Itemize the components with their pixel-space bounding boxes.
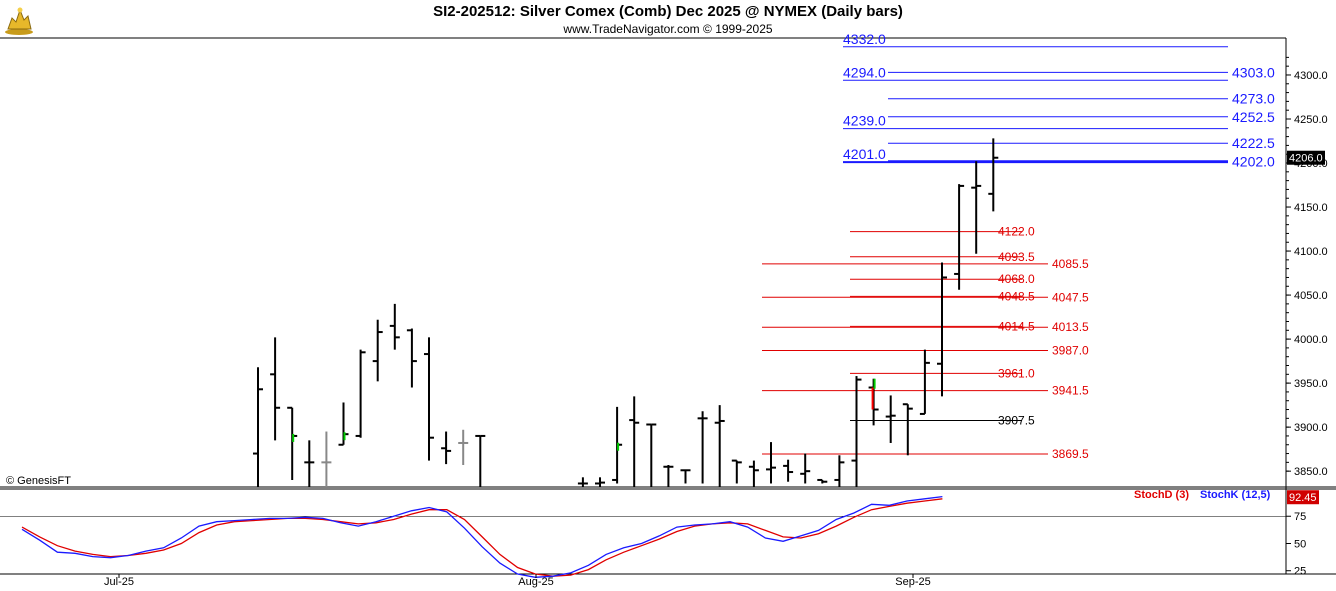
price-tick-label: 4250.0 — [1294, 114, 1328, 126]
stoch-k-line — [21, 495, 943, 578]
stoch-tick-label: 25 — [1294, 566, 1306, 578]
last-price-label: 4206.0 — [1289, 153, 1323, 165]
price-levels: 4332.0 4303.0 4294.0 4273.0 4252.5 4239.0 4222… — [762, 31, 1275, 461]
price-bars — [253, 138, 999, 487]
stochastic-panel: 25 50 75 StochD (3) StochK (12,5) 92.45 — [0, 489, 1319, 578]
stoch-d-line — [21, 498, 943, 577]
level-label: 4013.5 — [1052, 320, 1089, 334]
date-axis: Jul-25 Aug-25 Sep-25 — [104, 574, 931, 588]
level-label: 4273.0 — [1232, 91, 1275, 107]
level-label: 4014.5 — [998, 319, 1035, 333]
price-tick-label: 3850.0 — [1294, 466, 1328, 478]
price-tick-label: 4050.0 — [1294, 290, 1328, 302]
golden-bull-icon — [2, 2, 36, 36]
level-label: 4294.0 — [843, 64, 886, 80]
level-label: 4085.5 — [1052, 257, 1089, 271]
price-tick-label: 4300.0 — [1294, 70, 1328, 82]
level-label: 4047.5 — [1052, 290, 1089, 304]
level-label: 4222.5 — [1232, 135, 1275, 151]
price-tick-label: 3900.0 — [1294, 422, 1328, 434]
chart-subtitle: www.TradeNavigator.com © 1999-2025 — [563, 22, 773, 36]
level-label: 3869.5 — [1052, 447, 1089, 461]
price-tick-label: 4100.0 — [1294, 246, 1328, 258]
stoch-last-label: 92.45 — [1289, 492, 1317, 504]
level-label: 4201.0 — [843, 146, 886, 162]
stoch-tick-label: 50 — [1294, 538, 1306, 550]
level-label: 4202.0 — [1232, 153, 1275, 169]
level-label: 4093.5 — [998, 250, 1035, 264]
level-label: 3961.0 — [998, 366, 1035, 380]
level-label: 3907.5 — [998, 414, 1035, 428]
level-label: 4048.5 — [998, 289, 1035, 303]
stoch-last-box — [1287, 490, 1319, 505]
level-label: 4332.0 — [843, 31, 886, 47]
level-label: 4068.0 — [998, 272, 1035, 286]
watermark: © GenesisFT — [6, 475, 71, 487]
last-price-box — [1287, 150, 1325, 165]
legend-stoch-k: StochK (12,5) — [1200, 489, 1271, 501]
level-label: 4122.0 — [998, 225, 1035, 239]
date-tick-label: Jul-25 — [104, 576, 134, 588]
level-label: 4252.5 — [1232, 109, 1275, 125]
date-tick-label: Sep-25 — [895, 576, 930, 588]
date-tick-label: Aug-25 — [518, 576, 553, 588]
legend-stoch-d: StochD (3) — [1134, 489, 1189, 501]
level-label: 3987.0 — [1052, 344, 1089, 358]
price-tick-label: 4000.0 — [1294, 334, 1328, 346]
price-tick-label: 3950.0 — [1294, 378, 1328, 390]
level-label: 4239.0 — [843, 113, 886, 129]
chart-title: SI2-202512: Silver Comex (Comb) Dec 2025… — [433, 3, 903, 20]
stoch-tick-label: 75 — [1294, 511, 1306, 523]
level-label: 4303.0 — [1232, 64, 1275, 80]
price-tick-label: 4150.0 — [1294, 202, 1328, 214]
price-axis: 3850.0 3900.0 3950.0 4000.0 4050.0 4100.0 4150… — [1286, 56, 1328, 478]
level-label: 3941.5 — [1052, 384, 1089, 398]
